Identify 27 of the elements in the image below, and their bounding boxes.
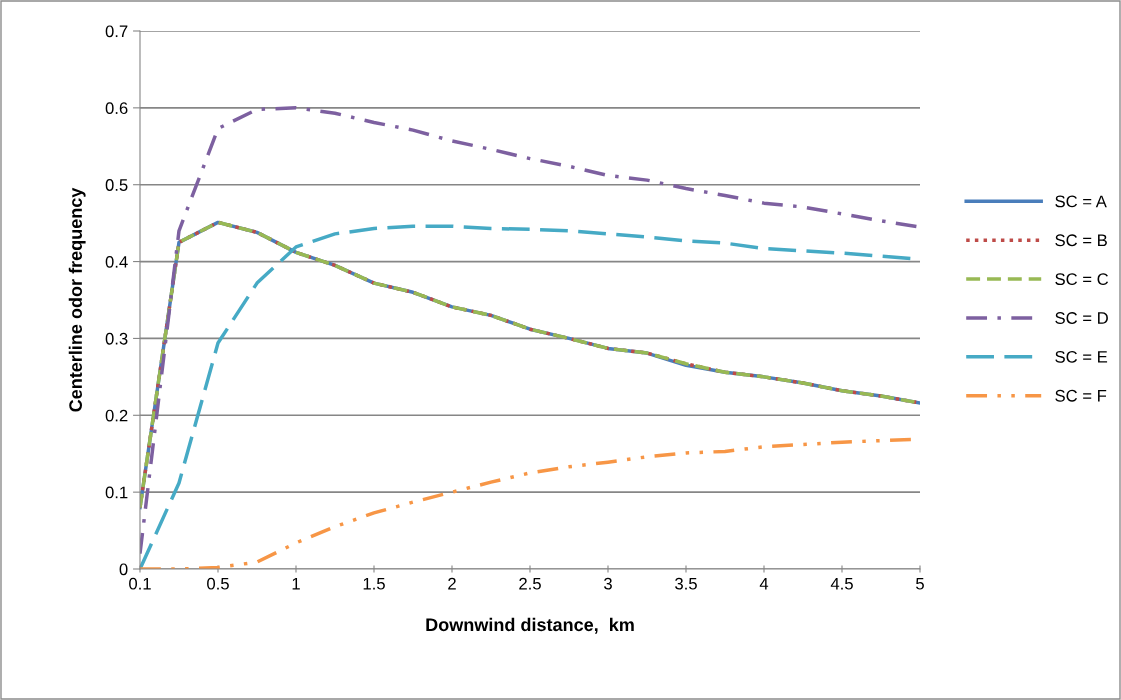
- x-tick-label: 0.1: [129, 577, 151, 590]
- y-tick-label: 0.4: [105, 255, 128, 268]
- y-tick-label: 0.6: [105, 102, 128, 115]
- x-tick-label: 4: [759, 577, 769, 590]
- x-tick-label: 2.5: [519, 577, 541, 590]
- y-tick-label: 0.1: [105, 486, 128, 499]
- x-tick-label: 2: [448, 577, 456, 590]
- x-tick-label: 1.5: [363, 577, 385, 590]
- legend-label: SC = E: [1055, 350, 1108, 363]
- y-tick-label: 0.2: [105, 409, 128, 422]
- legend-label: SC = D: [1055, 312, 1108, 324]
- y-tick-label: 0.3: [105, 332, 128, 345]
- x-axis-title: Downwind distance, km: [426, 617, 634, 634]
- legend-label: SC = B: [1055, 234, 1107, 247]
- y-axis-title: Centerline odor frequency: [68, 187, 86, 412]
- x-tick-label: 0.5: [207, 577, 229, 590]
- x-tick-label: 3.5: [675, 577, 697, 590]
- x-tick-label: 1: [292, 577, 300, 590]
- legend-label: SC = F: [1055, 389, 1107, 402]
- legend-label: SC = C: [1055, 273, 1109, 286]
- x-tick-label: 3: [604, 577, 612, 590]
- y-tick-label: 0.7: [105, 25, 128, 38]
- y-tick-label: 0.5: [105, 179, 128, 191]
- legend-label: SC = A: [1055, 195, 1107, 208]
- y-tick-label: 0: [119, 563, 128, 576]
- x-tick-label: 4.5: [830, 577, 853, 590]
- x-tick-label: 5: [916, 577, 924, 590]
